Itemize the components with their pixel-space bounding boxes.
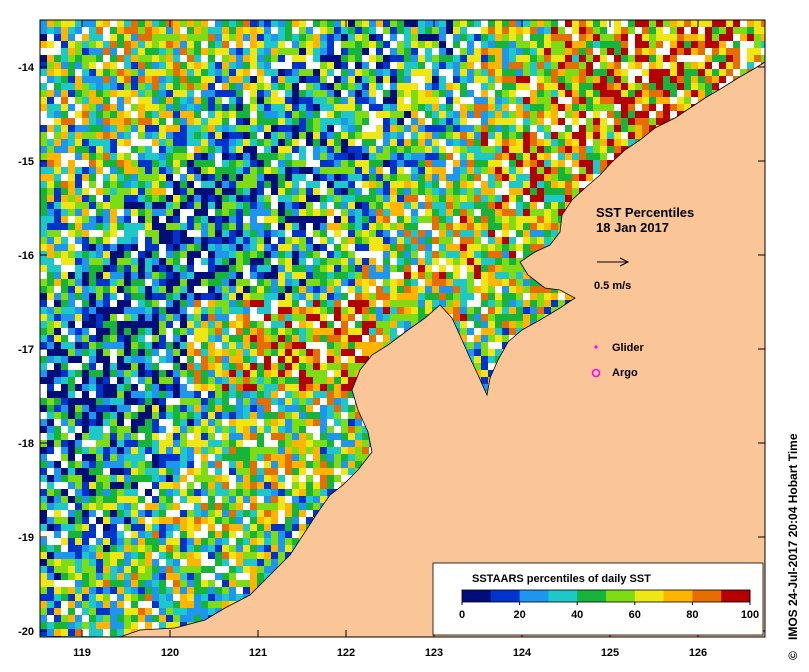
latitude-axis: -14 -15 -16 -17 -18 -19 -20: [18, 62, 765, 638]
colorbar-swatches: [461, 589, 751, 603]
colorbar-swatch: [663, 590, 693, 602]
colorbar-tick-label: 0: [459, 609, 465, 621]
colorbar-tick-label: 60: [629, 609, 641, 621]
lat-tick-label: -14: [18, 62, 35, 74]
lon-tick-label: 121: [249, 647, 267, 659]
lat-tick-label: -18: [18, 438, 34, 450]
colorbar-tick-label: 80: [686, 609, 698, 621]
colorbar-title: SSTAARS percentiles of daily SST: [472, 573, 651, 585]
map-frame: [39, 19, 766, 638]
colorbar-swatch: [634, 590, 665, 602]
argo-legend-icon: [591, 368, 601, 378]
colorbar-swatch: [577, 590, 607, 602]
vector-scale-arrow-icon: [597, 257, 630, 267]
lat-tick-label: -17: [18, 344, 34, 356]
colorbar-swatch: [490, 590, 521, 602]
colorbar-tick-label: 100: [741, 609, 759, 621]
colorbar-swatch: [692, 590, 722, 602]
map-title-line1: SST Percentiles: [596, 205, 694, 220]
glider-legend-icon: [594, 345, 598, 349]
lon-tick-label: 122: [337, 647, 355, 659]
argo-legend-label: Argo: [612, 367, 638, 379]
lon-tick-label: 123: [425, 647, 443, 659]
lat-tick-label: -19: [18, 532, 34, 544]
credit-text: IMOS 24-Jul-2017 20:04 Hobart Time: [786, 433, 800, 640]
colorbar-tick-labels: 0 20 40 60 80 100: [459, 602, 759, 621]
lon-tick-label: 124: [513, 647, 532, 659]
vector-scale-label: 0.5 m/s: [594, 280, 631, 292]
colorbar-swatch: [721, 590, 751, 602]
colorbar-tick-label: 20: [513, 609, 525, 621]
land-mass: [119, 20, 765, 637]
glider-legend-label: Glider: [612, 342, 645, 354]
lat-tick-label: -20: [18, 626, 34, 638]
lon-tick-label: 120: [161, 647, 179, 659]
lon-tick-label: 125: [601, 647, 619, 659]
map-title-line2: 18 Jan 2017: [596, 220, 669, 235]
colorbar-outline: [461, 589, 751, 603]
copyright-icon: ©: [786, 651, 800, 660]
lon-tick-label: 126: [689, 647, 707, 659]
map-plot-area: [40, 20, 765, 637]
colorbar-swatch: [462, 590, 492, 602]
colorbar-swatch: [548, 590, 578, 602]
lon-tick-label: 119: [73, 647, 91, 659]
colorbar-tick-label: 40: [571, 609, 583, 621]
longitude-axis: 119 120 121 122 123 124 125 126: [73, 20, 707, 659]
lat-tick-label: -15: [18, 156, 34, 168]
colorbar: SSTAARS percentiles of daily SST 0 20 40 60…: [432, 562, 764, 636]
lat-tick-label: -16: [18, 250, 34, 262]
colorbar-swatch: [519, 590, 549, 602]
colorbar-swatch: [606, 590, 636, 602]
